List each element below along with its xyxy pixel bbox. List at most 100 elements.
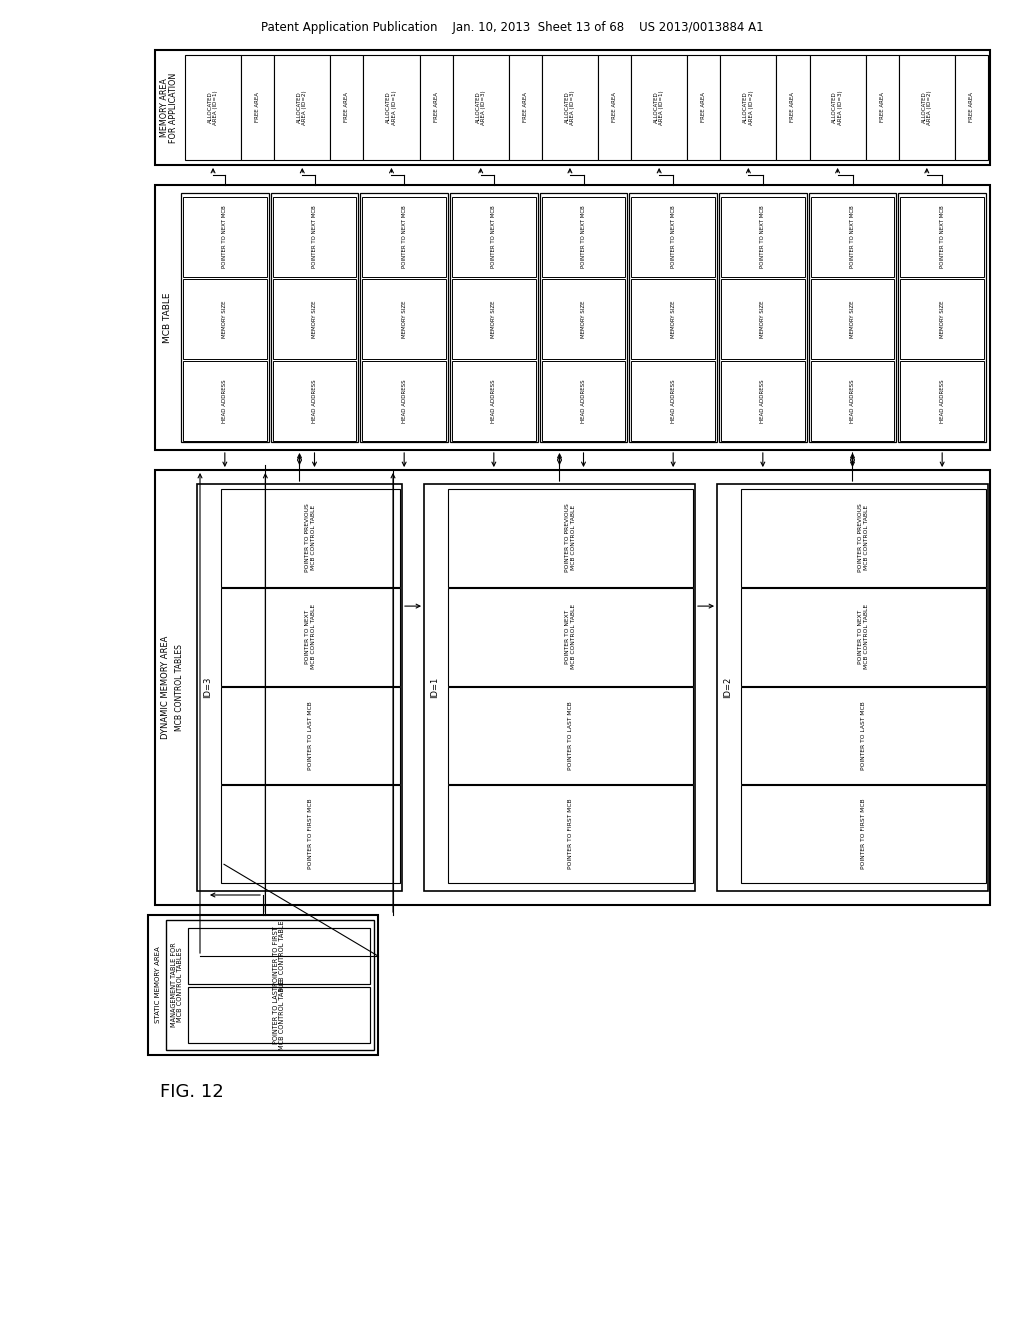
Text: POINTER TO PREVIOUS
MCB CONTROL TABLE: POINTER TO PREVIOUS MCB CONTROL TABLE [305, 503, 315, 573]
Text: MEMORY SIZE: MEMORY SIZE [761, 300, 765, 338]
Bar [183, 197, 266, 277]
Text: ALLOCATED
AREA (ID=1): ALLOCATED AREA (ID=1) [654, 90, 665, 125]
Bar [272, 360, 356, 441]
Bar [362, 279, 446, 359]
Text: HEAD ADDRESS: HEAD ADDRESS [401, 379, 407, 422]
Bar [721, 279, 805, 359]
Bar [452, 279, 536, 359]
Bar [364, 55, 420, 160]
Bar [183, 279, 266, 359]
Bar [221, 785, 400, 883]
Text: MEMORY SIZE: MEMORY SIZE [312, 300, 317, 338]
Bar [188, 928, 370, 983]
Text: POINTER TO NEXT MCB: POINTER TO NEXT MCB [850, 206, 855, 268]
Text: ALLOCATED
AREA (ID=3): ALLOCATED AREA (ID=3) [475, 90, 486, 125]
Bar [719, 193, 807, 442]
Text: FREE AREA: FREE AREA [701, 92, 707, 123]
Bar [452, 197, 536, 277]
Text: FREE AREA: FREE AREA [612, 92, 617, 123]
Text: HEAD ADDRESS: HEAD ADDRESS [671, 379, 676, 422]
Bar [331, 55, 364, 160]
Bar [900, 279, 984, 359]
Text: HEAD ADDRESS: HEAD ADDRESS [761, 379, 765, 422]
Text: FREE AREA: FREE AREA [969, 92, 974, 123]
Text: ID=2: ID=2 [724, 677, 732, 698]
Bar [155, 185, 990, 450]
Text: POINTER TO FIRST MCB: POINTER TO FIRST MCB [861, 799, 866, 870]
Bar [362, 197, 446, 277]
Bar [270, 193, 358, 442]
Text: MEMORY SIZE: MEMORY SIZE [222, 300, 227, 338]
Bar [811, 360, 894, 441]
Bar [687, 55, 720, 160]
Text: MANAGEMENT TABLE FOR
MCB CONTROL TABLES: MANAGEMENT TABLE FOR MCB CONTROL TABLES [171, 942, 183, 1027]
Bar [197, 484, 402, 891]
Text: ID=3: ID=3 [204, 677, 213, 698]
Text: POINTER TO PREVIOUS
MCB CONTROL TABLE: POINTER TO PREVIOUS MCB CONTROL TABLE [858, 503, 868, 573]
Text: POINTER TO LAST MCB: POINTER TO LAST MCB [861, 701, 866, 770]
Text: POINTER TO NEXT MCB: POINTER TO NEXT MCB [312, 206, 317, 268]
Text: HEAD ADDRESS: HEAD ADDRESS [222, 379, 227, 422]
Text: POINTER TO NEXT MCB: POINTER TO NEXT MCB [401, 206, 407, 268]
Bar [632, 197, 715, 277]
Bar [741, 488, 986, 587]
Text: HEAD ADDRESS: HEAD ADDRESS [581, 379, 586, 422]
Text: POINTER TO NEXT MCB: POINTER TO NEXT MCB [581, 206, 586, 268]
Bar [899, 55, 954, 160]
Bar [898, 193, 986, 442]
Text: FIG. 12: FIG. 12 [160, 1082, 224, 1101]
Bar [166, 920, 374, 1049]
Bar [188, 987, 370, 1043]
Text: ID=1: ID=1 [430, 677, 439, 698]
Text: POINTER TO NEXT MCB: POINTER TO NEXT MCB [492, 206, 497, 268]
Text: MEMORY AREA
FOR APPLICATION: MEMORY AREA FOR APPLICATION [160, 73, 178, 143]
Bar [811, 197, 894, 277]
Bar [741, 686, 986, 784]
Text: MEMORY SIZE: MEMORY SIZE [940, 300, 945, 338]
Text: POINTER TO LAST MCB: POINTER TO LAST MCB [308, 701, 313, 770]
Text: POINTER TO NEXT
MCB CONTROL TABLE: POINTER TO NEXT MCB CONTROL TABLE [858, 605, 868, 669]
Bar [450, 193, 538, 442]
Text: POINTER TO LAST
MCB CONTROL TABLE: POINTER TO LAST MCB CONTROL TABLE [272, 979, 286, 1051]
Text: HEAD ADDRESS: HEAD ADDRESS [850, 379, 855, 422]
Text: ALLOCATED
AREA (ID=2): ALLOCATED AREA (ID=2) [743, 90, 754, 125]
Bar [721, 197, 805, 277]
Bar [449, 587, 693, 685]
Bar [810, 55, 865, 160]
Bar [272, 279, 356, 359]
Bar [241, 55, 274, 160]
Text: POINTER TO NEXT
MCB CONTROL TABLE: POINTER TO NEXT MCB CONTROL TABLE [565, 605, 575, 669]
Text: MCB CONTROL TABLES: MCB CONTROL TABLES [175, 644, 184, 731]
Bar [900, 197, 984, 277]
Bar [155, 470, 990, 906]
Text: ALLOCATED
AREA (ID=1): ALLOCATED AREA (ID=1) [208, 90, 218, 125]
Text: FREE AREA: FREE AREA [523, 92, 527, 123]
Bar [509, 55, 542, 160]
Text: FREE AREA: FREE AREA [880, 92, 885, 123]
Bar [542, 197, 626, 277]
Bar [720, 55, 776, 160]
Bar [274, 55, 331, 160]
Text: POINTER TO NEXT
MCB CONTROL TABLE: POINTER TO NEXT MCB CONTROL TABLE [305, 605, 315, 669]
Text: HEAD ADDRESS: HEAD ADDRESS [492, 379, 497, 422]
Bar [360, 193, 449, 442]
Bar [540, 193, 628, 442]
Bar [183, 360, 266, 441]
Bar [741, 587, 986, 685]
Text: HEAD ADDRESS: HEAD ADDRESS [940, 379, 945, 422]
Bar [449, 686, 693, 784]
Bar [453, 55, 509, 160]
Bar [717, 484, 988, 891]
Text: ALLOCATED
AREA (ID=2): ALLOCATED AREA (ID=2) [297, 90, 307, 125]
Bar [721, 360, 805, 441]
Bar [776, 55, 810, 160]
Bar [155, 50, 990, 165]
Bar [632, 360, 715, 441]
Bar [900, 360, 984, 441]
Text: HEAD ADDRESS: HEAD ADDRESS [312, 379, 317, 422]
Bar [811, 279, 894, 359]
Bar [449, 785, 693, 883]
Text: POINTER TO NEXT MCB: POINTER TO NEXT MCB [761, 206, 765, 268]
Text: MEMORY SIZE: MEMORY SIZE [850, 300, 855, 338]
Text: POINTER TO NEXT MCB: POINTER TO NEXT MCB [222, 206, 227, 268]
